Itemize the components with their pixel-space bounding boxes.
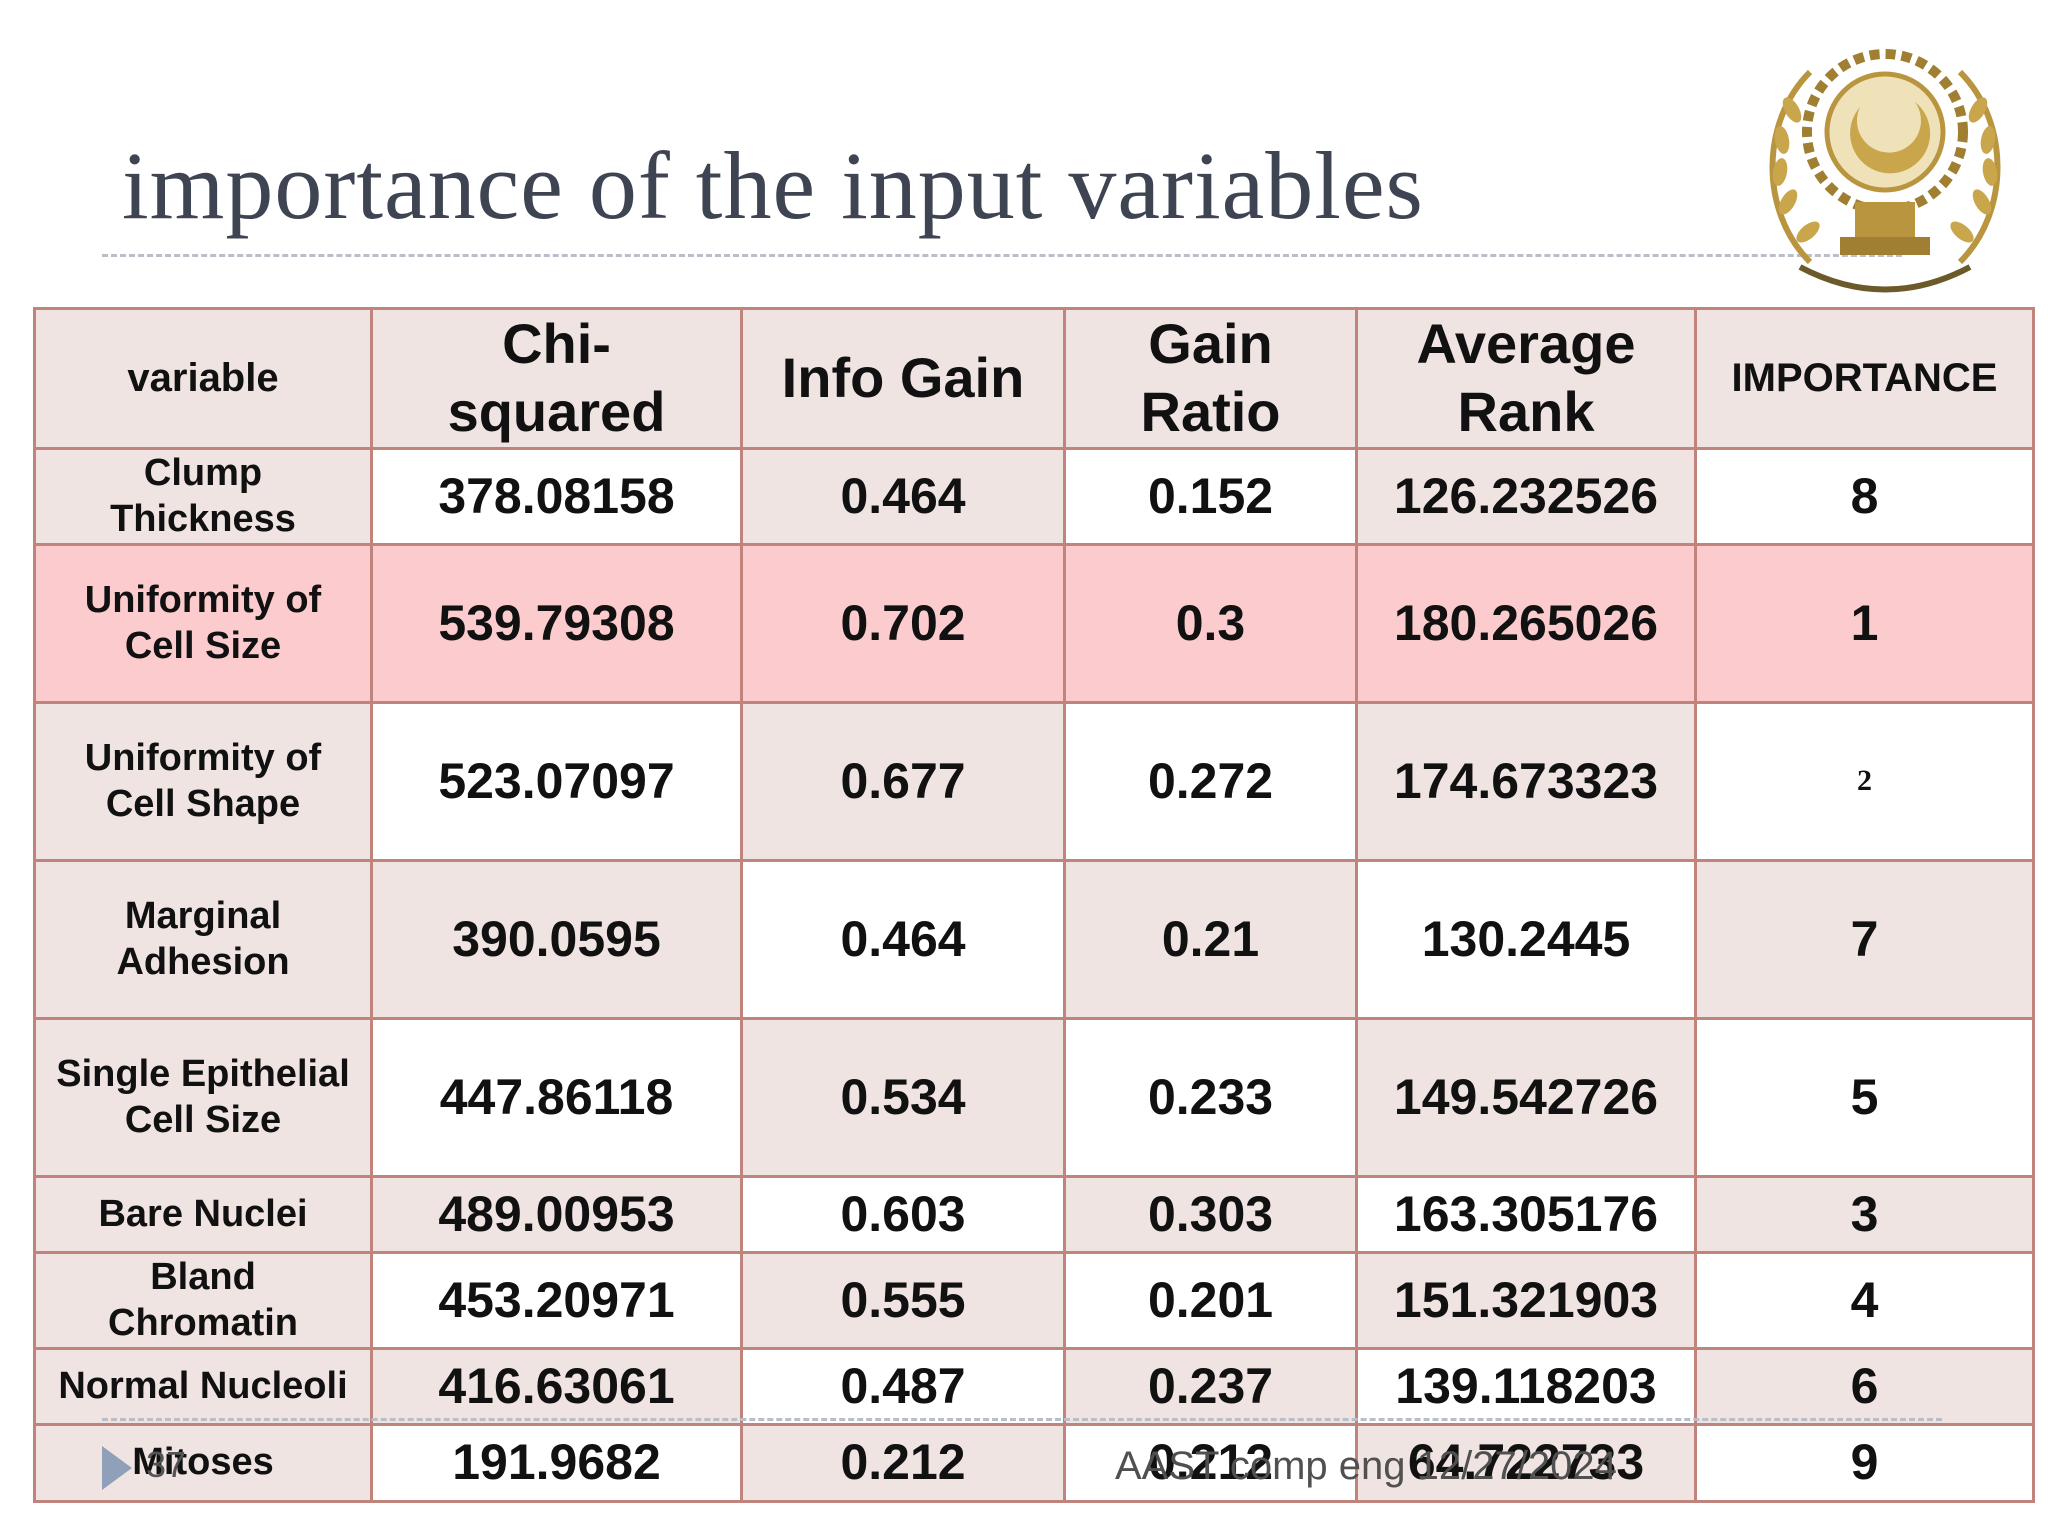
cell-gain-ratio: 0.237 [1063,1346,1358,1426]
university-emblem-logo [1769,49,2001,293]
cell-info-gain: 0.534 [740,1016,1066,1178]
header-variable: variable [33,307,373,450]
cell-chi-squared: 523.07097 [370,700,743,862]
cell-gain-ratio: 0.152 [1063,446,1358,546]
cell-gain-ratio: 0.303 [1063,1174,1358,1254]
cell-average-rank: 180.265026 [1355,542,1697,704]
row-variable-name: Normal Nucleoli [33,1346,373,1426]
cell-chi-squared: 539.79308 [370,542,743,704]
cell-info-gain: 0.677 [740,700,1066,862]
row-variable-name: Marginal Adhesion [33,858,373,1020]
importance-table: variable Chi-squared Info Gain Gain Ratio… [33,307,2035,1503]
cell-gain-ratio: 0.21 [1063,858,1358,1020]
cell-importance: 4 [1694,1250,2035,1350]
cell-info-gain: 0.555 [740,1250,1066,1350]
title-divider [102,254,1902,257]
cell-info-gain: 0.464 [740,858,1066,1020]
header-gain-ratio: Gain Ratio [1063,307,1358,450]
cell-average-rank: 174.673323 [1355,700,1697,862]
cell-average-rank: 151.321903 [1355,1250,1697,1350]
cell-importance: 7 [1694,858,2035,1020]
row-variable-name: Uniformity of Cell Size [33,542,373,704]
table-header-row: variable Chi-squared Info Gain Gain Ratio… [33,307,2035,450]
cell-average-rank: 149.542726 [1355,1016,1697,1178]
cell-importance: 5 [1694,1016,2035,1178]
cell-chi-squared: 390.0595 [370,858,743,1020]
table-row: Clump Thickness 378.08158 0.464 0.152 126… [33,446,2035,546]
cell-importance: 1 [1694,542,2035,704]
table-row-highlighted: Uniformity of Cell Size 539.79308 0.702 0… [33,542,2035,704]
table-row: Normal Nucleoli 416.63061 0.487 0.237 13… [33,1346,2035,1426]
cell-chi-squared: 453.20971 [370,1250,743,1350]
cell-importance: 3 [1694,1174,2035,1254]
cell-average-rank: 64.722733 [1355,1422,1697,1503]
cell-importance: 8 [1694,446,2035,546]
cell-info-gain: 0.487 [740,1346,1066,1426]
cell-chi-squared: 489.00953 [370,1174,743,1254]
cell-importance: 9 [1694,1422,2035,1503]
cell-gain-ratio: 0.272 [1063,700,1358,862]
cell-gain-ratio: 0.212 [1063,1422,1358,1503]
cell-chi-squared: 416.63061 [370,1346,743,1426]
table-row: Uniformity of Cell Shape 523.07097 0.677 … [33,700,2035,862]
cell-gain-ratio: 0.201 [1063,1250,1358,1350]
cell-info-gain: 0.702 [740,542,1066,704]
cell-info-gain: 0.464 [740,446,1066,546]
cell-gain-ratio: 0.233 [1063,1016,1358,1178]
cell-importance: 2 [1694,700,2035,862]
header-chi-squared: Chi-squared [370,307,743,450]
table-row: Bland Chromatin 453.20971 0.555 0.201 151… [33,1250,2035,1350]
table-row: Marginal Adhesion 390.0595 0.464 0.21 130… [33,858,2035,1020]
row-variable-name: Uniformity of Cell Shape [33,700,373,862]
slide-title: importance of the input variables [122,132,1424,239]
header-importance: IMPORTANCE [1694,307,2035,450]
cell-info-gain: 0.603 [740,1174,1066,1254]
cell-average-rank: 163.305176 [1355,1174,1697,1254]
header-info-gain: Info Gain [740,307,1066,450]
table-row: Mitoses 191.9682 0.212 0.212 64.722733 9 [33,1422,2035,1503]
cell-gain-ratio: 0.3 [1063,542,1358,704]
row-variable-name: Bland Chromatin [33,1250,373,1350]
row-variable-name: Clump Thickness [33,446,373,546]
cell-info-gain: 0.212 [740,1422,1066,1503]
row-variable-name: Mitoses [33,1422,373,1503]
cell-chi-squared: 191.9682 [370,1422,743,1503]
row-variable-name: Single Epithelial Cell Size [33,1016,373,1178]
cell-average-rank: 130.2445 [1355,858,1697,1020]
row-variable-name: Bare Nuclei [33,1174,373,1254]
cell-average-rank: 139.118203 [1355,1346,1697,1426]
cell-chi-squared: 447.86118 [370,1016,743,1178]
cell-importance: 6 [1694,1346,2035,1426]
cell-chi-squared: 378.08158 [370,446,743,546]
table-row: Bare Nuclei 489.00953 0.603 0.303 163.30… [33,1174,2035,1254]
cell-average-rank: 126.232526 [1355,446,1697,546]
header-average-rank: Average Rank [1355,307,1697,450]
table-row: Single Epithelial Cell Size 447.86118 0.5… [33,1016,2035,1178]
